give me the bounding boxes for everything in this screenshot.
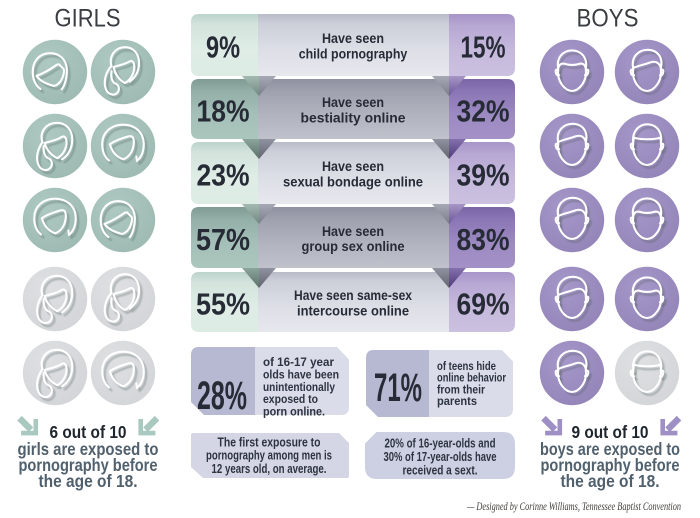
svg-text:exposed to: exposed to bbox=[263, 392, 318, 406]
svg-text:girls are exposed to: girls are exposed to bbox=[18, 439, 159, 459]
svg-text:Have seen: Have seen bbox=[322, 158, 384, 174]
svg-text:Have seen: Have seen bbox=[322, 30, 384, 46]
svg-text:57%: 57% bbox=[196, 222, 250, 257]
svg-text:83%: 83% bbox=[457, 222, 510, 257]
svg-text:12 years old, on average.: 12 years old, on average. bbox=[212, 462, 327, 476]
svg-text:olds have been: olds have been bbox=[263, 367, 339, 381]
svg-text:pornography among men is: pornography among men is bbox=[206, 449, 332, 463]
svg-text:sexual bondage online: sexual bondage online bbox=[283, 174, 423, 190]
svg-text:18%: 18% bbox=[197, 94, 250, 129]
svg-text:from their: from their bbox=[437, 382, 485, 396]
svg-text:unintentionally: unintentionally bbox=[263, 380, 335, 394]
svg-text:30% of 17-year-olds have: 30% of 17-year-olds have bbox=[384, 450, 497, 464]
svg-text:Have seen: Have seen bbox=[322, 223, 384, 239]
svg-text:39%: 39% bbox=[457, 158, 510, 193]
svg-text:child pornography: child pornography bbox=[299, 46, 408, 62]
svg-text:intercourse online: intercourse online bbox=[297, 303, 409, 319]
svg-text:The first exposure to: The first exposure to bbox=[218, 436, 321, 450]
svg-text:9%: 9% bbox=[206, 30, 240, 65]
svg-text:69%: 69% bbox=[457, 287, 510, 322]
svg-text:the age of 18.: the age of 18. bbox=[39, 471, 138, 491]
svg-text:pornography before: pornography before bbox=[541, 455, 680, 475]
svg-text:received a sext.: received a sext. bbox=[403, 464, 478, 478]
svg-text:of teens hide: of teens hide bbox=[437, 359, 496, 373]
svg-text:bestiality online: bestiality online bbox=[301, 110, 406, 126]
svg-text:— Designed by Corinne Williams: — Designed by Corinne Williams, Tennesse… bbox=[466, 501, 681, 513]
svg-text:6 out of 10: 6 out of 10 bbox=[50, 422, 127, 442]
svg-text:Have seen same-sex: Have seen same-sex bbox=[294, 287, 412, 303]
svg-text:parents: parents bbox=[437, 394, 477, 408]
svg-text:20% of 16-year-olds and: 20% of 16-year-olds and bbox=[385, 437, 496, 451]
svg-text:the age of 18.: the age of 18. bbox=[561, 471, 660, 491]
svg-text:boys are exposed to: boys are exposed to bbox=[540, 439, 680, 459]
svg-text:GIRLS: GIRLS bbox=[55, 5, 121, 33]
svg-text:55%: 55% bbox=[196, 287, 250, 322]
svg-text:porn online.: porn online. bbox=[263, 405, 325, 419]
svg-text:group sex online: group sex online bbox=[302, 238, 405, 254]
svg-text:32%: 32% bbox=[457, 94, 510, 129]
svg-text:pornography before: pornography before bbox=[19, 455, 158, 475]
svg-text:of 16-17 year: of 16-17 year bbox=[263, 355, 334, 369]
svg-text:71%: 71% bbox=[374, 366, 422, 410]
svg-text:BOYS: BOYS bbox=[577, 5, 639, 33]
svg-text:9 out of 10: 9 out of 10 bbox=[572, 422, 649, 442]
svg-text:15%: 15% bbox=[461, 30, 506, 65]
svg-text:online behavior: online behavior bbox=[437, 371, 506, 385]
svg-text:Have seen: Have seen bbox=[322, 94, 384, 110]
svg-text:23%: 23% bbox=[197, 158, 250, 193]
svg-text:28%: 28% bbox=[197, 374, 247, 418]
